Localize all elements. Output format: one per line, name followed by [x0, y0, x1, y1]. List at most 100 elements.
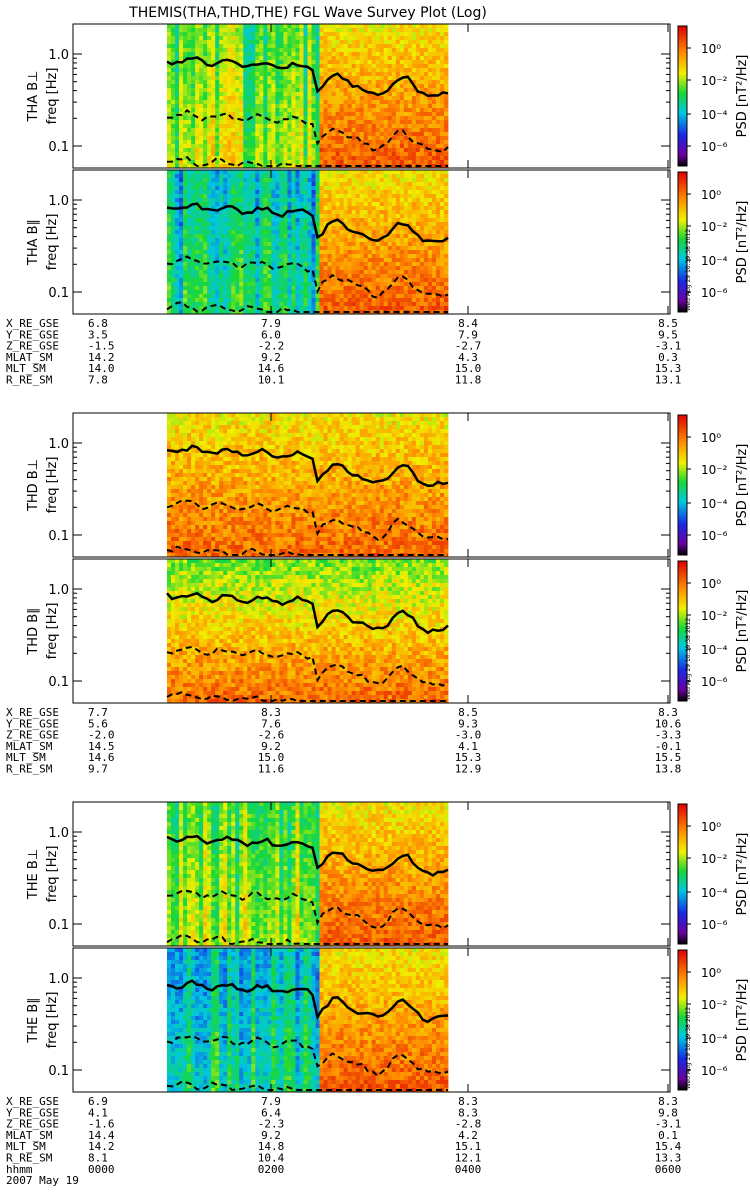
ephemeris-value: 8.3: [458, 1095, 478, 1108]
frequency-curve: [166, 56, 449, 98]
colorbar-tick-label: 10⁻⁶: [701, 529, 728, 543]
y-tick-label: 1.0: [48, 194, 69, 209]
ephemeris-value: 0.3: [658, 351, 678, 364]
ephemeris-value: 14.2: [88, 1140, 115, 1153]
frequency-curve: [166, 979, 449, 1024]
panel-frame: [72, 947, 671, 1093]
ephemeris-value: -2.8: [455, 1118, 482, 1131]
ephemeris-value: -2.7: [455, 340, 482, 353]
panel-label: THD B∥: [26, 607, 41, 655]
x-tick-label: 0600: [655, 1163, 682, 1176]
ephemeris-name: R_RE_SM: [6, 1152, 53, 1165]
time-row-label: hhmm: [6, 1163, 33, 1176]
ephemeris-value: 8.5: [658, 317, 678, 330]
panel-label: THA B∥: [26, 219, 41, 266]
y-axis-label: freq [Hz]: [45, 68, 60, 125]
spectrogram-panel: 1.0 0.1 THA B∥ freq [Hz] 10⁰ 10⁻² 10⁻⁴ 10⁻⁶ PSD …: [26, 169, 750, 315]
ephemeris-value: -1.6: [88, 1118, 115, 1131]
ephemeris-name: MLT_SM: [6, 751, 46, 764]
panel-frame: [72, 558, 671, 704]
ephemeris-value: 8.1: [88, 1152, 108, 1165]
ephemeris-value: 10.1: [258, 374, 285, 387]
ephemeris-value: 9.3: [458, 717, 478, 730]
ephemeris-value: 15.1: [455, 1140, 482, 1153]
y-tick-label: 1.0: [48, 972, 69, 987]
ephemeris-value: 4.2: [458, 1129, 478, 1142]
colorbar-tick-label: 10⁰: [701, 966, 721, 980]
colorbar-tick-label: 10⁰: [701, 431, 721, 445]
colorbar-tick-label: 10⁻²: [701, 852, 728, 866]
ephemeris-value: 3.5: [88, 328, 108, 341]
ephemeris-value: 7.6: [261, 717, 281, 730]
panel-label: THE B⊥: [26, 849, 41, 900]
y-tick-label: 0.1: [48, 1064, 69, 1079]
y-tick-label: 0.1: [48, 918, 69, 933]
ephemeris-table: X_RE_GSE 7.7 8.3 8.5 8.3 Y_RE_GSE 5.6 7.6 9.3 10.…: [6, 706, 681, 776]
ephemeris-value: 13.3: [655, 1152, 682, 1165]
frequency-curve: [166, 834, 449, 877]
ephemeris-name: R_RE_SM: [6, 374, 53, 387]
panel-frame: [72, 23, 671, 169]
ephemeris-value: 11.6: [258, 763, 285, 776]
frequency-curve: [166, 202, 449, 243]
y-tick-label: 1.0: [48, 437, 69, 452]
spectrogram-heatmap: [167, 948, 449, 1093]
panel-frame: [72, 801, 671, 947]
panel-label: THA B⊥: [26, 71, 41, 123]
y-axis-label: freq [Hz]: [45, 992, 60, 1049]
ephemeris-value: 15.3: [655, 362, 682, 375]
colorbar-tick-label: 10⁻²: [701, 998, 728, 1012]
y-tick-label: 1.0: [48, 826, 69, 841]
ephemeris-name: Z_RE_GSE: [6, 729, 59, 742]
ephemeris-value: -0.1: [655, 740, 682, 753]
ephemeris-value: 14.5: [88, 740, 115, 753]
colorbar-tick-label: 10⁰: [701, 820, 721, 834]
timestamp-stamp: Wed Aug 29 10:39:38 2012: [685, 229, 692, 311]
ephemeris-value: 8.5: [458, 706, 478, 719]
colorbar-tick-label: 10⁻²: [701, 609, 728, 623]
ephemeris-name: R_RE_SM: [6, 763, 53, 776]
colorbar-tick-label: 10⁻⁶: [701, 286, 728, 300]
x-tick-label: 0000: [88, 1163, 115, 1176]
colorbar: [677, 560, 688, 702]
frequency-curve: [166, 444, 449, 488]
ephemeris-value: 5.6: [88, 717, 108, 730]
ephemeris-value: 10.6: [655, 717, 682, 730]
ephemeris-table: X_RE_GSE 6.8 7.9 8.4 8.5Y_RE_GSE 3.5 6.0 7.9 9.5…: [6, 317, 681, 387]
y-axis-label: freq [Hz]: [45, 457, 60, 514]
frequency-curve: [166, 499, 448, 541]
colorbar-tick-label: 10⁻⁶: [701, 1064, 728, 1078]
spectrogram-panel: 1.0 0.1 THD B⊥ freq [Hz] 10⁰ 10⁻² 10⁻⁴ 10⁻⁶ PSD …: [26, 412, 750, 558]
ephemeris-value: 6.0: [261, 328, 281, 341]
ephemeris-name: Y_RE_GSE: [6, 328, 59, 341]
ephemeris-value: -3.1: [655, 1118, 682, 1131]
ephemeris-value: 13.8: [655, 763, 682, 776]
colorbar: [677, 414, 688, 556]
y-axis-label: freq [Hz]: [45, 603, 60, 660]
x-tick-label: 0400: [455, 1163, 482, 1176]
ephemeris-value: 8.3: [658, 1095, 678, 1108]
colorbar-tick-label: 10⁻⁴: [701, 886, 728, 900]
ephemeris-value: 9.7: [88, 763, 108, 776]
ephemeris-value: 4.1: [458, 740, 478, 753]
spectrogram-heatmap: [167, 559, 449, 704]
colorbar-label: PSD [nT²/Hz]: [735, 590, 750, 673]
ephemeris-value: 8.3: [261, 706, 281, 719]
ephemeris-value: 4.1: [88, 1106, 108, 1119]
frequency-curve: [166, 255, 449, 299]
ephemeris-value: 13.1: [655, 374, 682, 387]
ephemeris-value: 14.6: [258, 362, 285, 375]
ephemeris-value: 7.8: [88, 374, 108, 387]
ephemeris-name: X_RE_GSE: [6, 706, 59, 719]
ephemeris-value: -3.0: [455, 729, 482, 742]
ephemeris-value: 14.6: [88, 751, 115, 764]
colorbar-tick-label: 10⁻⁶: [701, 918, 728, 932]
ephemeris-value: 15.0: [455, 362, 482, 375]
y-tick-label: 0.1: [48, 286, 69, 301]
colorbar-label: PSD [nT²/Hz]: [735, 444, 750, 527]
ephemeris-value: 4.3: [458, 351, 478, 364]
spectrogram-heatmap: [167, 170, 449, 315]
ephemeris-name: Y_RE_GSE: [6, 1106, 59, 1119]
ephemeris-name: Z_RE_GSE: [6, 340, 59, 353]
